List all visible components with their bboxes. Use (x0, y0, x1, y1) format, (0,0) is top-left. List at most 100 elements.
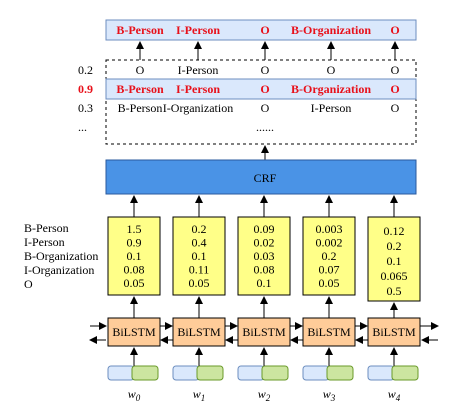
tag-label: B-Person (24, 221, 69, 235)
more-paths-ellipsis: ... (78, 120, 87, 134)
emission-score: 0.002 (316, 236, 343, 250)
embedding-right (196, 365, 224, 381)
emission-score: 0.2 (387, 239, 402, 253)
bilstm-cell (302, 317, 356, 347)
bilstm-label: BiLSTM (112, 325, 156, 339)
emission-score: 0.08 (254, 263, 275, 277)
bilstm-cell (107, 317, 161, 347)
word-label: w3 (323, 387, 336, 403)
path-label: O (391, 101, 400, 115)
emission-score: 1.5 (127, 222, 142, 236)
word-base: w (323, 387, 331, 401)
output-arrows (136, 41, 399, 60)
emission-score: 0.1 (257, 276, 272, 290)
emission-score: 0.09 (254, 222, 275, 236)
output-label: B-Organization (291, 23, 371, 37)
embedding-left (107, 365, 135, 381)
path-label: I-Organization (163, 101, 233, 115)
bilstm-cell (367, 317, 421, 347)
output-label: I-Person (176, 23, 220, 37)
path-label: B-Person (116, 82, 164, 96)
bilstm-label: BiLSTM (177, 325, 221, 339)
emission-score: 0.003 (316, 222, 343, 236)
emission-score-box (367, 216, 421, 302)
path-score: 0.3 (78, 101, 93, 115)
embedding-left (302, 365, 330, 381)
output-sequence-box (105, 19, 417, 41)
word-label: w0 (128, 387, 141, 403)
word-index: 0 (136, 393, 141, 403)
path-label: O (327, 63, 336, 77)
path-label: I-Person (311, 101, 352, 115)
emission-score: 0.065 (381, 269, 408, 283)
word-index: 1 (201, 393, 206, 403)
path-label: O (260, 82, 269, 96)
embedding-right (326, 365, 354, 381)
best-path-highlight (105, 78, 417, 100)
candidate-paths-box (105, 59, 417, 145)
word-base: w (128, 387, 136, 401)
word-label: w1 (193, 387, 206, 403)
emission-score: 0.1 (127, 249, 142, 263)
emission-score: 0.1 (387, 254, 402, 268)
path-label: O (261, 101, 270, 115)
crf-layer (105, 159, 417, 195)
word-index: 3 (330, 393, 336, 403)
output-label: O (390, 23, 399, 37)
word-base: w (258, 387, 266, 401)
tag-label-list: B-PersonI-PersonB-OrganizationI-Organiza… (24, 221, 98, 291)
more-labels-ellipsis: ...... (256, 120, 274, 134)
path-label: B-Organization (291, 82, 371, 96)
emission-score: 0.2 (192, 222, 207, 236)
output-label: B-Person (116, 23, 164, 37)
emission-score: 0.05 (319, 276, 340, 290)
path-score: 0.9 (78, 82, 93, 96)
bilstm-label: BiLSTM (242, 325, 286, 339)
path-label: O (390, 82, 399, 96)
emission-score: 0.05 (189, 276, 210, 290)
output-sequence: B-Person I-Person O B-Organization O (116, 23, 399, 37)
path-label: I-Person (176, 82, 220, 96)
word-label: w4 (388, 387, 401, 403)
emission-score: 0.9 (127, 236, 142, 250)
emission-score: 0.05 (124, 276, 145, 290)
emission-score: 0.5 (387, 284, 402, 298)
emission-score-box (302, 216, 356, 296)
bilstm-label: BiLSTM (372, 325, 416, 339)
bilstm-connections (89, 322, 439, 344)
path-label: O (391, 63, 400, 77)
path-label: O (136, 63, 145, 77)
word-base: w (388, 387, 396, 401)
embedding-right (261, 365, 289, 381)
tag-label: I-Organization (24, 263, 94, 277)
embedding-right (131, 365, 159, 381)
path-label: I-Person (178, 63, 219, 77)
emission-score: 0.11 (189, 263, 210, 277)
embedding-left (237, 365, 265, 381)
emission-score: 0.2 (322, 249, 337, 263)
tag-label: I-Person (24, 235, 65, 249)
path-label: B-Person (118, 101, 163, 115)
candidate-paths: 0.2 O I-Person O O O0.9 B-Person I-Person O B-Org… (78, 63, 400, 115)
word-index: 4 (396, 393, 401, 403)
embedding-left (367, 365, 395, 381)
embedding-right (391, 365, 419, 381)
emission-score: 0.4 (192, 236, 207, 250)
emission-score: 0.03 (254, 249, 275, 263)
emission-score: 0.12 (384, 224, 405, 238)
word-index: 2 (266, 393, 271, 403)
tag-label: B-Organization (24, 249, 98, 263)
emission-score-box (237, 216, 291, 296)
emission-score: 0.1 (192, 249, 207, 263)
token-columns: 1.50.90.10.080.05BiLSTMw00.20.40.10.110.… (107, 195, 421, 403)
word-label: w2 (258, 387, 271, 403)
tag-label: O (24, 277, 33, 291)
emission-score: 0.08 (124, 263, 145, 277)
emission-score-box (172, 216, 226, 296)
path-label: O (261, 63, 270, 77)
bilstm-label: BiLSTM (307, 325, 351, 339)
path-score: 0.2 (78, 63, 93, 77)
crf-label: CRF (254, 171, 277, 185)
embedding-left (172, 365, 200, 381)
